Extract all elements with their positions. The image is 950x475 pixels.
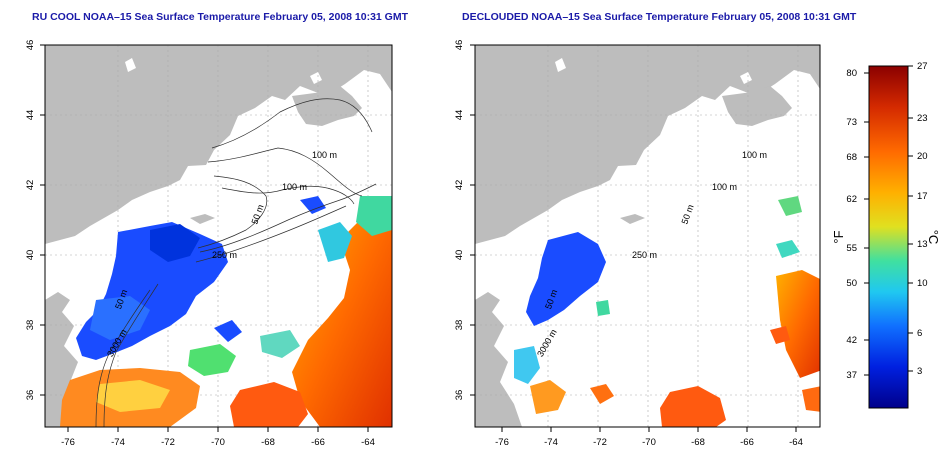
colorbar: 80 73 68 62 55 50 42 37 27 23 20 17 13 1… bbox=[831, 61, 941, 409]
svg-text:250 m: 250 m bbox=[632, 250, 657, 260]
cold-water-right bbox=[526, 232, 606, 326]
x-tick-labels-right: -76 -74 -72 -70 -68 -66 -64 bbox=[495, 437, 803, 448]
svg-text:-76: -76 bbox=[61, 437, 75, 448]
svg-text:50: 50 bbox=[846, 278, 857, 289]
celsius-axis-label: °C bbox=[926, 230, 941, 245]
svg-text:73: 73 bbox=[846, 117, 857, 128]
svg-text:-72: -72 bbox=[161, 437, 175, 448]
svg-text:100 m: 100 m bbox=[742, 150, 767, 160]
graticule-right bbox=[475, 45, 820, 427]
svg-text:80: 80 bbox=[846, 68, 857, 79]
svg-text:-70: -70 bbox=[211, 437, 225, 448]
svg-text:62: 62 bbox=[846, 194, 857, 205]
y-tick-labels-right: 46 44 42 40 38 36 bbox=[454, 40, 465, 401]
svg-text:-74: -74 bbox=[111, 437, 125, 448]
svg-text:100 m: 100 m bbox=[282, 182, 307, 192]
svg-text:40: 40 bbox=[454, 250, 465, 261]
svg-text:23: 23 bbox=[917, 113, 928, 124]
svg-text:36: 36 bbox=[25, 390, 36, 401]
svg-text:-76: -76 bbox=[495, 437, 509, 448]
svg-text:46: 46 bbox=[454, 40, 465, 51]
svg-text:-72: -72 bbox=[593, 437, 607, 448]
svg-text:3: 3 bbox=[917, 366, 922, 377]
colorbar-gradient bbox=[868, 65, 909, 409]
svg-text:42: 42 bbox=[25, 180, 36, 191]
svg-text:-68: -68 bbox=[691, 437, 705, 448]
svg-text:-66: -66 bbox=[740, 437, 754, 448]
svg-text:20: 20 bbox=[917, 151, 928, 162]
svg-text:-66: -66 bbox=[311, 437, 325, 448]
svg-text:38: 38 bbox=[25, 320, 36, 331]
left-map-panel: 100 m 100 m 50 m 250 m 50 m 3000 m -76 -… bbox=[25, 40, 393, 448]
svg-text:44: 44 bbox=[25, 110, 36, 121]
right-map-title: DECLOUDED NOAA–15 Sea Surface Temperatur… bbox=[462, 11, 857, 23]
right-map-panel: 100 m 100 m 50 m 250 m 50 m 3000 m -76 -… bbox=[454, 40, 821, 448]
svg-text:-64: -64 bbox=[361, 437, 375, 448]
y-tick-labels-left: 46 44 42 40 38 36 bbox=[25, 40, 36, 401]
celsius-tick-labels: 27 23 20 17 13 10 6 3 bbox=[917, 61, 928, 377]
svg-text:-64: -64 bbox=[789, 437, 803, 448]
svg-text:-74: -74 bbox=[544, 437, 558, 448]
fahrenheit-tick-labels: 80 73 68 62 55 50 42 37 bbox=[846, 68, 857, 381]
svg-text:38: 38 bbox=[454, 320, 465, 331]
svg-text:55: 55 bbox=[846, 243, 857, 254]
svg-text:36: 36 bbox=[454, 390, 465, 401]
svg-text:100 m: 100 m bbox=[712, 182, 737, 192]
svg-text:13: 13 bbox=[917, 239, 928, 250]
svg-text:100 m: 100 m bbox=[312, 150, 337, 160]
svg-text:46: 46 bbox=[25, 40, 36, 51]
svg-text:68: 68 bbox=[846, 152, 857, 163]
svg-text:44: 44 bbox=[454, 110, 465, 121]
svg-text:42: 42 bbox=[454, 180, 465, 191]
svg-text:6: 6 bbox=[917, 328, 922, 339]
svg-text:-70: -70 bbox=[642, 437, 656, 448]
svg-text:37: 37 bbox=[846, 370, 857, 381]
x-tick-labels-left: -76 -74 -72 -70 -68 -66 -64 bbox=[61, 437, 375, 448]
warm-water-right bbox=[776, 270, 820, 378]
fahrenheit-axis-label: °F bbox=[831, 230, 846, 243]
svg-text:42: 42 bbox=[846, 335, 857, 346]
svg-text:27: 27 bbox=[917, 61, 928, 72]
svg-text:17: 17 bbox=[917, 191, 928, 202]
svg-text:10: 10 bbox=[917, 278, 928, 289]
left-map-title: RU COOL NOAA–15 Sea Surface Temperature … bbox=[32, 11, 409, 23]
svg-text:-68: -68 bbox=[261, 437, 275, 448]
warm-water-left bbox=[292, 210, 392, 427]
svg-text:40: 40 bbox=[25, 250, 36, 261]
svg-text:250 m: 250 m bbox=[212, 250, 237, 260]
